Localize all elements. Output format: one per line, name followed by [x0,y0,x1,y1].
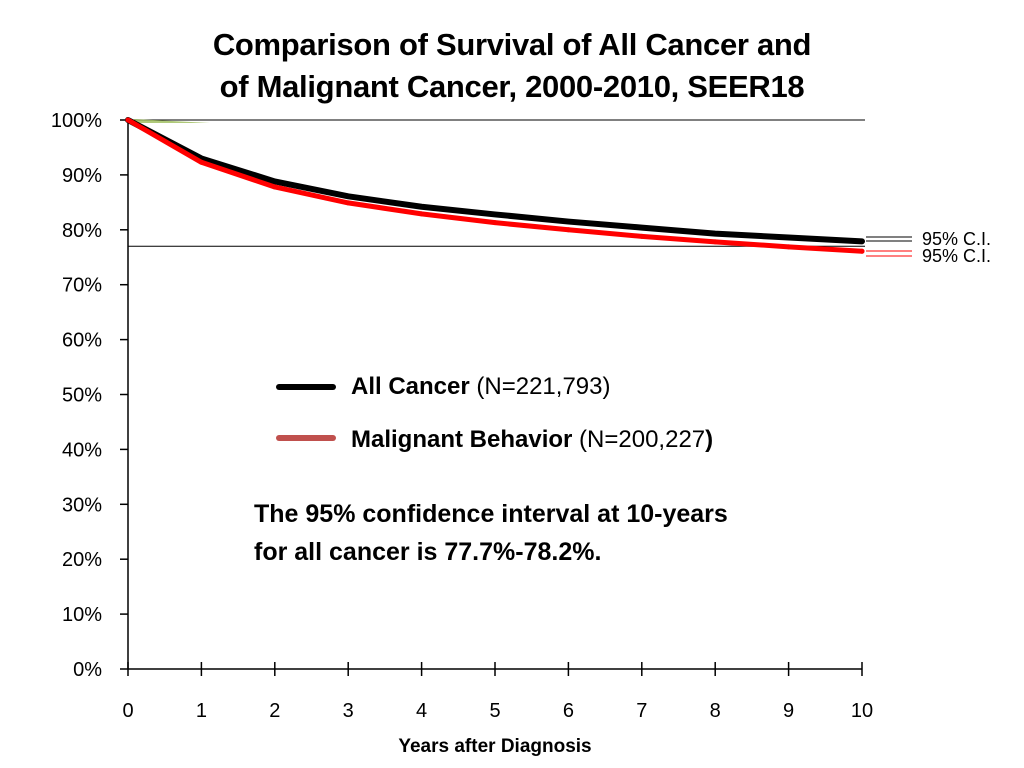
data-point-all-cancer-4 [419,204,425,210]
chart-title: Comparison of Survival of All Cancer and… [112,24,912,108]
ci-label-1: 95% C.I. [922,246,991,266]
x-tick-label-9: 9 [783,700,794,722]
data-point-all-cancer-9 [786,234,792,240]
chart-title-line-1: Comparison of Survival of All Cancer and [212,27,812,62]
reference-lines [128,119,865,247]
data-point-malignant-4 [419,211,425,217]
data-point-malignant-3 [345,200,351,206]
x-tick-label-10: 10 [851,700,873,722]
note-line-1: The 95% confidence interval at 10-years [254,500,728,528]
y-tick-label-7: 70% [62,275,102,297]
data-point-malignant-1 [198,159,204,165]
y-tick-label-3: 30% [62,494,102,516]
data-point-all-cancer-5 [492,211,498,217]
data-point-malignant-7 [639,233,645,239]
data-point-all-cancer-3 [345,193,351,199]
x-tick-label-1: 1 [196,700,207,722]
x-tick-label-0: 0 [122,700,133,722]
x-tick-label-6: 6 [563,700,574,722]
x-tick-label-3: 3 [343,700,354,722]
data-point-all-cancer-6 [565,219,571,225]
data-point-malignant-9 [786,244,792,250]
data-point-malignant-6 [565,227,571,233]
y-tick-label-9: 90% [62,165,102,187]
legend-swatch-all-cancer [276,384,336,390]
legend-close-paren: ) [705,426,714,453]
x-tick-label-5: 5 [489,700,500,722]
data-point-all-cancer-10 [859,238,865,244]
x-tick-label-4: 4 [416,700,427,722]
data-point-all-cancer-7 [639,225,645,231]
axes: 0% 10% 20% 30% 40% 50% 60% 70% 80% 90% 100% 0 1 2 3 4 5 6… [51,110,873,757]
x-tick-label-8: 8 [710,700,721,722]
data-point-malignant-5 [492,220,498,226]
series [125,117,865,254]
data-point-all-cancer-8 [712,231,718,237]
ci-label-0: 95% C.I. [922,229,991,249]
data-point-malignant-0 [125,117,131,123]
y-tick-label-8: 80% [62,220,102,242]
data-point-malignant-10 [859,248,865,254]
data-point-malignant-2 [272,184,278,190]
y-tick-label-0: 0% [73,659,102,681]
data-point-all-cancer-2 [272,178,278,184]
legend-label-malignant: Malignant Behavior [351,426,573,453]
series-line-malignant [125,117,865,254]
x-tick-label-7: 7 [636,700,647,722]
legend-swatch-malignant [276,435,336,441]
y-tick-label-4: 40% [62,439,102,461]
curve-start-marker [134,119,210,123]
y-tick-label-10: 100% [51,110,102,132]
y-tick-label-6: 60% [62,330,102,352]
y-tick-label-5: 50% [62,385,102,407]
data-point-malignant-8 [712,239,718,245]
x-axis-title: Years after Diagnosis [398,736,591,757]
confidence-note: The 95% confidence interval at 10-years … [254,495,854,571]
x-tick-label-2: 2 [269,700,280,722]
legend-n-all-cancer: (N=221,793) [476,373,611,400]
legend-label-all-cancer: All Cancer [351,373,470,400]
chart-title-line-2: of Malignant Cancer, 2000-2010, SEER18 [219,69,805,104]
note-line-2: for all cancer is 77.7%-78.2%. [254,538,602,566]
legend-n-malignant: (N=200,227 [579,426,706,453]
y-tick-label-2: 20% [62,549,102,571]
confidence-interval-markers: 95% C.I.95% C.I. [866,229,991,266]
y-tick-label-1: 10% [62,604,102,626]
